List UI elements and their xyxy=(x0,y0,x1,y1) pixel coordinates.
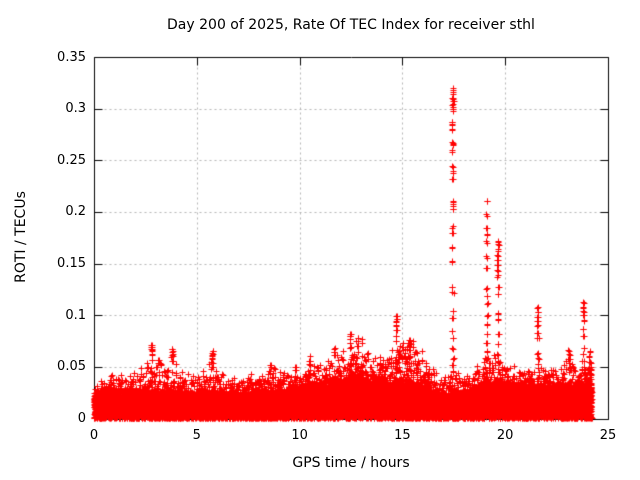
x-tick-label: 10 xyxy=(291,428,308,443)
y-tick-label: 0.35 xyxy=(57,49,86,65)
y-tick-label: 0.1 xyxy=(65,307,86,323)
x-tick-label: 20 xyxy=(496,428,514,443)
x-tick-label: 5 xyxy=(192,428,201,443)
x-tick-label: 0 xyxy=(89,428,99,443)
chart-title: Day 200 of 2025, Rate Of TEC Index for r… xyxy=(167,17,535,33)
y-tick-label: 0.2 xyxy=(65,204,86,220)
y-tick-label: 0.3 xyxy=(65,101,86,117)
x-axis-title: GPS time / hours xyxy=(292,455,410,471)
y-tick-label: 0.15 xyxy=(57,256,86,272)
y-tick-label: 0.05 xyxy=(57,359,86,375)
x-tick-label: 15 xyxy=(394,428,411,443)
x-tick-label: 25 xyxy=(599,428,617,443)
y-tick-label: 0.25 xyxy=(57,152,86,168)
y-tick-label: 0 xyxy=(77,411,86,426)
